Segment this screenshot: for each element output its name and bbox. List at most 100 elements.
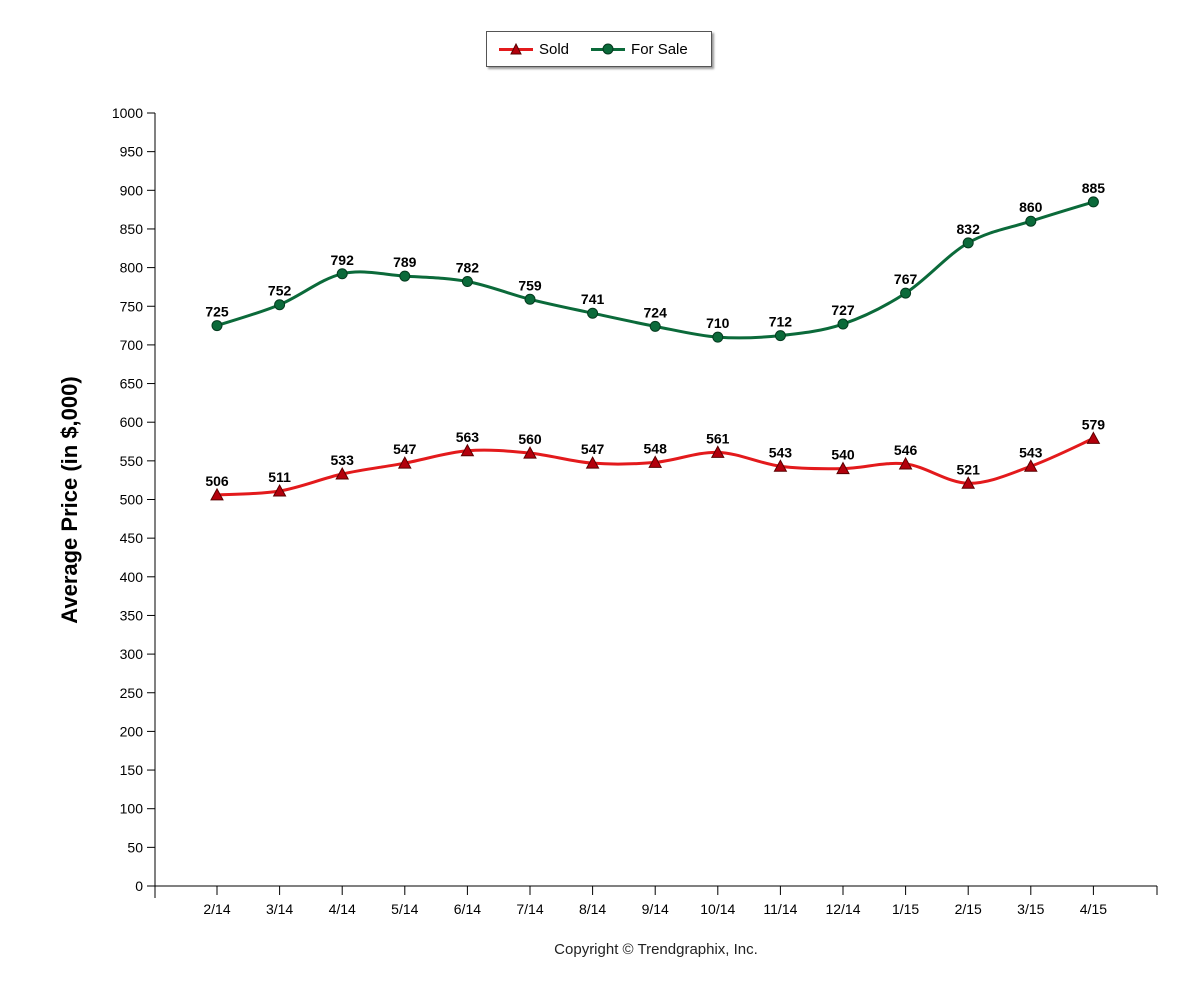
data-label-for-sale: 712 xyxy=(769,314,793,330)
data-point-sold xyxy=(961,476,976,489)
data-point-for-sale xyxy=(712,331,724,343)
data-point-for-sale xyxy=(524,293,536,305)
data-label-for-sale: 724 xyxy=(644,304,668,320)
data-point-sold xyxy=(460,443,475,457)
y-tick-label: 700 xyxy=(120,337,144,353)
x-tick-label: 12/14 xyxy=(825,901,860,917)
legend-swatch-sold xyxy=(499,42,533,56)
data-label-for-sale: 782 xyxy=(456,260,480,276)
legend-swatch-for-sale xyxy=(591,42,626,56)
x-tick-label: 5/14 xyxy=(391,901,418,917)
data-label-sold: 546 xyxy=(894,442,918,458)
y-tick-label: 350 xyxy=(120,607,144,623)
x-tick-label: 7/14 xyxy=(516,901,543,917)
x-tick-label: 1/15 xyxy=(892,901,919,917)
data-label-sold: 547 xyxy=(581,441,605,457)
data-label-for-sale: 789 xyxy=(393,254,417,270)
data-label-for-sale: 792 xyxy=(331,252,355,268)
x-tick-label: 4/14 xyxy=(329,901,356,917)
y-tick-label: 950 xyxy=(120,144,144,160)
data-point-sold xyxy=(1086,431,1101,444)
data-label-for-sale: 885 xyxy=(1082,180,1106,196)
data-label-for-sale: 727 xyxy=(831,302,855,318)
data-label-sold: 561 xyxy=(706,430,730,446)
data-point-sold xyxy=(210,487,224,501)
y-tick-label: 1000 xyxy=(112,105,143,121)
data-point-for-sale xyxy=(837,318,849,330)
y-tick-label: 800 xyxy=(120,260,144,276)
data-point-for-sale xyxy=(211,320,223,332)
x-tick-label: 4/15 xyxy=(1080,901,1107,917)
data-point-for-sale xyxy=(774,330,786,342)
data-label-for-sale: 860 xyxy=(1019,199,1043,215)
data-point-sold xyxy=(710,445,725,458)
data-label-for-sale: 741 xyxy=(581,291,605,307)
data-point-for-sale xyxy=(399,270,411,282)
data-point-for-sale xyxy=(962,237,974,249)
data-label-for-sale: 725 xyxy=(205,304,229,320)
y-tick-label: 50 xyxy=(127,839,143,855)
data-point-for-sale xyxy=(336,268,348,280)
data-point-sold xyxy=(898,456,913,470)
x-tick-label: 3/14 xyxy=(266,901,293,917)
copyright-text: Copyright © Trendgraphix, Inc. xyxy=(554,941,758,958)
legend-item-sold: Sold xyxy=(499,41,569,58)
data-label-sold: 543 xyxy=(1019,444,1043,460)
data-point-for-sale xyxy=(1087,196,1099,208)
data-point-for-sale xyxy=(900,287,912,299)
legend-label-for-sale: For Sale xyxy=(631,40,688,58)
y-tick-label: 0 xyxy=(135,878,143,894)
y-tick-label: 100 xyxy=(120,801,144,817)
data-point-sold xyxy=(272,483,287,497)
y-tick-label: 600 xyxy=(120,414,144,430)
x-tick-label: 2/14 xyxy=(203,901,230,917)
data-point-sold xyxy=(397,456,412,469)
data-label-sold: 543 xyxy=(769,444,793,460)
x-tick-label: 10/14 xyxy=(700,901,735,917)
y-tick-label: 400 xyxy=(120,569,144,585)
legend-label-sold: Sold xyxy=(539,40,570,58)
y-tick-label: 300 xyxy=(120,646,144,662)
data-label-sold: 547 xyxy=(393,441,417,457)
data-point-for-sale xyxy=(1025,215,1037,227)
y-tick-label: 850 xyxy=(120,221,144,237)
data-label-sold: 579 xyxy=(1082,416,1106,432)
data-point-sold xyxy=(836,461,850,475)
data-label-for-sale: 752 xyxy=(268,283,292,299)
x-tick-label: 9/14 xyxy=(642,901,669,917)
data-point-sold xyxy=(648,455,663,468)
data-label-sold: 521 xyxy=(957,461,981,477)
data-label-sold: 533 xyxy=(331,452,355,468)
x-tick-label: 11/14 xyxy=(763,901,797,917)
legend-item-for-sale: For Sale xyxy=(591,41,688,58)
y-tick-label: 550 xyxy=(120,453,144,469)
y-tick-label: 750 xyxy=(120,298,144,314)
data-label-sold: 540 xyxy=(831,447,855,463)
data-point-sold xyxy=(1023,459,1038,472)
y-tick-label: 900 xyxy=(120,182,144,198)
data-point-sold xyxy=(523,446,537,459)
data-label-sold: 563 xyxy=(456,429,480,445)
data-point-sold xyxy=(585,456,600,469)
x-tick-label: 3/15 xyxy=(1017,901,1044,917)
y-tick-label: 500 xyxy=(120,492,144,508)
x-tick-label: 2/15 xyxy=(955,901,982,917)
y-tick-label: 150 xyxy=(120,762,144,778)
y-tick-label: 450 xyxy=(120,530,144,546)
data-label-for-sale: 759 xyxy=(518,277,542,293)
data-label-for-sale: 767 xyxy=(894,271,918,287)
data-label-for-sale: 832 xyxy=(957,221,981,237)
data-point-sold xyxy=(773,459,788,472)
x-tick-label: 6/14 xyxy=(454,901,481,917)
x-tick-label: 8/14 xyxy=(579,901,606,917)
data-label-sold: 548 xyxy=(644,440,668,456)
y-tick-label: 650 xyxy=(120,376,144,392)
data-point-sold xyxy=(335,466,350,480)
data-label-sold: 560 xyxy=(518,431,542,447)
data-point-for-sale xyxy=(587,307,599,319)
data-label-sold: 506 xyxy=(205,473,229,489)
data-point-for-sale xyxy=(649,320,661,332)
y-tick-label: 200 xyxy=(120,723,144,739)
